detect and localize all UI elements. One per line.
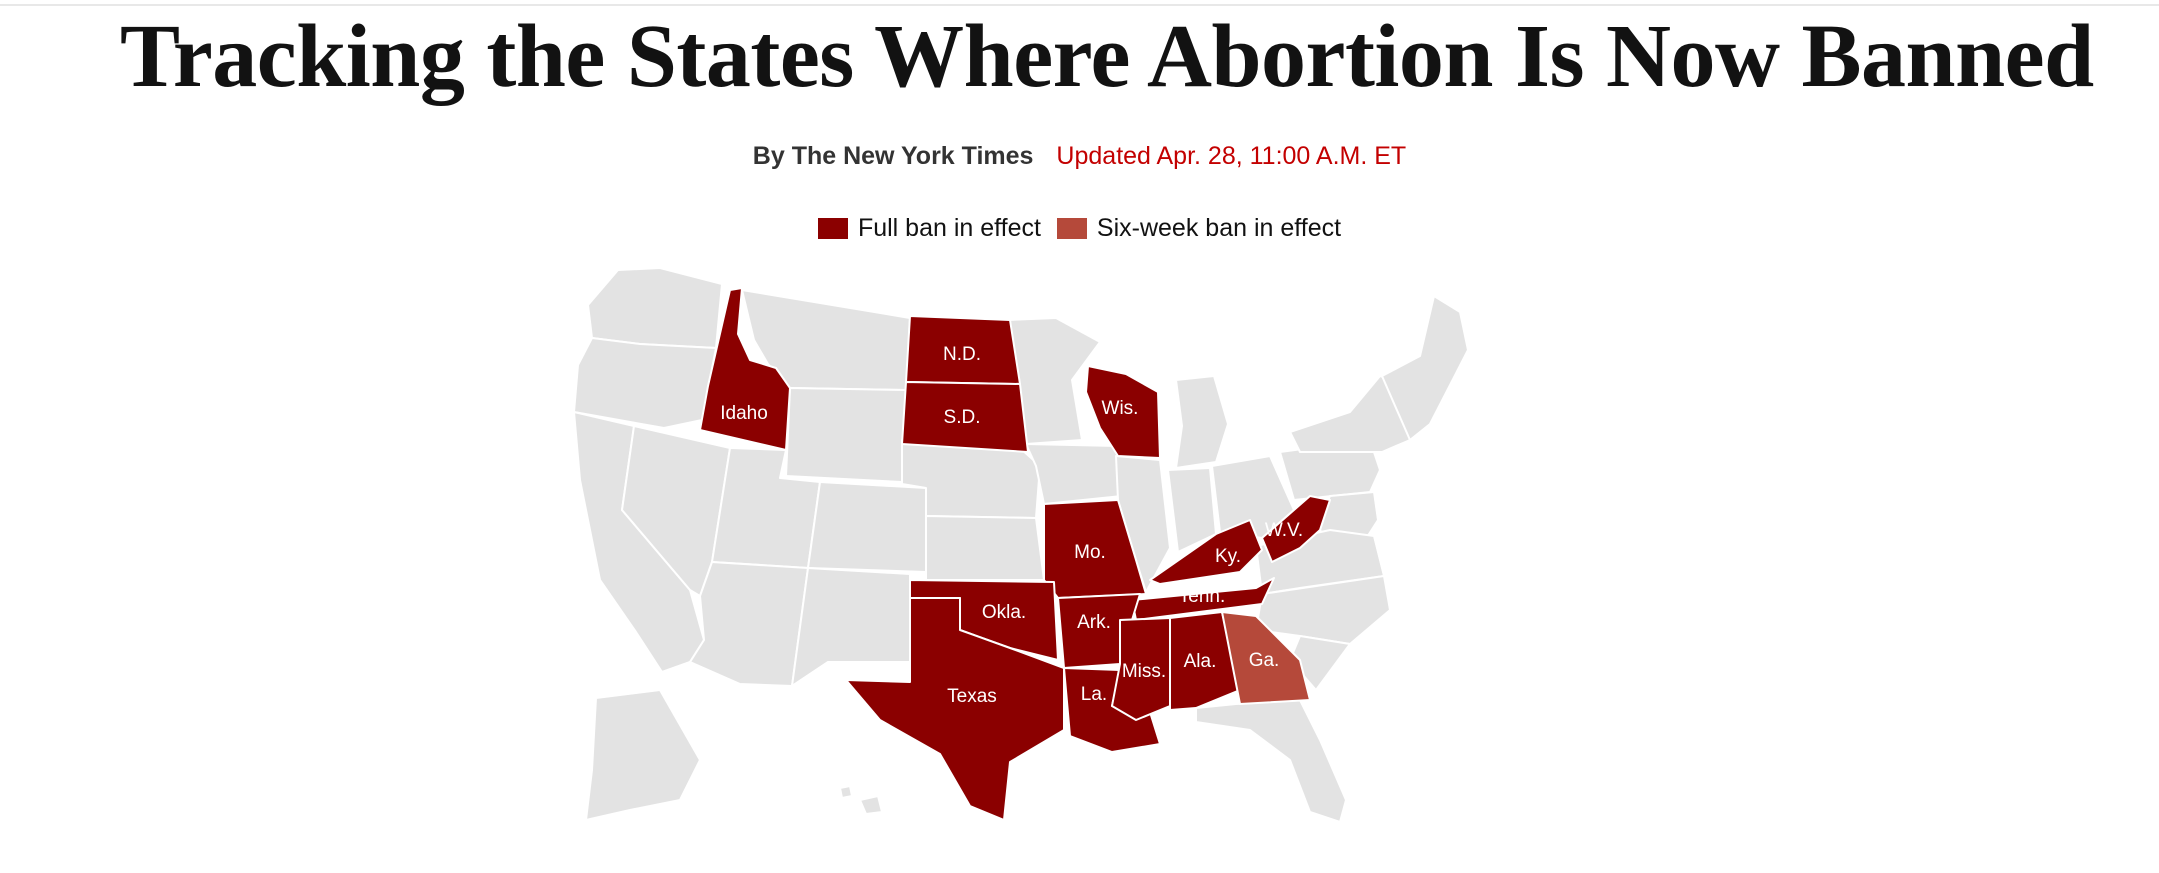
page-title: Tracking the States Where Abortion Is No…: [120, 7, 2094, 106]
state-texas: [845, 597, 1065, 821]
legend-label-full-ban: Full ban in effect: [857, 214, 1041, 242]
state-label-mississippi: Miss.: [1122, 661, 1166, 682]
state-west-virginia: [1261, 495, 1331, 563]
top-rule: [0, 4, 2159, 6]
state-label-georgia: Ga.: [1249, 650, 1280, 671]
state-label-idaho: Idaho: [720, 403, 768, 424]
byline-updated-timestamp: Updated Apr. 28, 11:00 A.M. ET: [1056, 142, 1407, 170]
state-label-wisconsin: Wis.: [1102, 398, 1139, 419]
state-kansas: [925, 515, 1045, 581]
legend-label-six-week-ban: Six-week ban in effect: [1096, 214, 1342, 242]
state-label-tennessee: Tenn.: [1179, 586, 1225, 607]
state-label-alabama: Ala.: [1184, 651, 1217, 672]
state-arizona: [689, 561, 809, 687]
state-michigan: [1175, 375, 1229, 469]
state-south-dakota: [901, 381, 1029, 453]
state-kentucky: [1149, 519, 1263, 585]
state-tennessee: [1131, 577, 1275, 621]
state-label-arkansas: Ark.: [1077, 612, 1111, 633]
state-oregon: [573, 337, 717, 429]
legend-swatch-six-week-ban: [1056, 218, 1087, 239]
state-colorado: [807, 481, 927, 573]
map-legend: Full ban in effect Six-week ban in effec…: [0, 214, 2159, 243]
state-label-north-dakota: N.D.: [943, 344, 981, 365]
legend-item-six-week-ban: Six-week ban in effect: [1056, 214, 1342, 243]
state-alaska: [585, 689, 701, 821]
state-label-south-dakota: S.D.: [944, 407, 981, 428]
state-washington: [587, 267, 723, 349]
state-wyoming: [785, 387, 907, 483]
state-hawaii: [839, 785, 883, 815]
state-label-missouri: Mo.: [1074, 542, 1106, 563]
state-iowa: [1025, 443, 1123, 505]
state-label-oklahoma: Okla.: [982, 602, 1026, 623]
state-missouri: [1043, 499, 1147, 599]
state-idaho: [699, 287, 791, 451]
state-label-kentucky: Ky.: [1215, 546, 1241, 567]
state-georgia: [1221, 611, 1311, 705]
byline: By The New York Times Updated Apr. 28, 1…: [0, 138, 2159, 174]
byline-author[interactable]: By The New York Times: [752, 142, 1034, 170]
state-alabama: [1169, 611, 1241, 711]
ban-states: [699, 287, 1331, 821]
state-label-west-virginia: W.V.: [1265, 520, 1303, 541]
legend-swatch-full-ban: [817, 218, 848, 239]
state-new-mexico: [791, 567, 911, 687]
state-wisconsin: [1085, 365, 1161, 459]
legend-item-full-ban: Full ban in effect: [817, 214, 1041, 243]
state-new-england: [1381, 295, 1469, 441]
state-florida: [1195, 699, 1347, 823]
state-label-louisiana: La.: [1081, 684, 1107, 705]
state-label-texas: Texas: [947, 686, 997, 707]
state-labels: Idaho N.D. S.D. Wis. Mo. Ky. W.V. Tenn. …: [720, 344, 1303, 707]
no-ban-states: [573, 267, 1469, 823]
